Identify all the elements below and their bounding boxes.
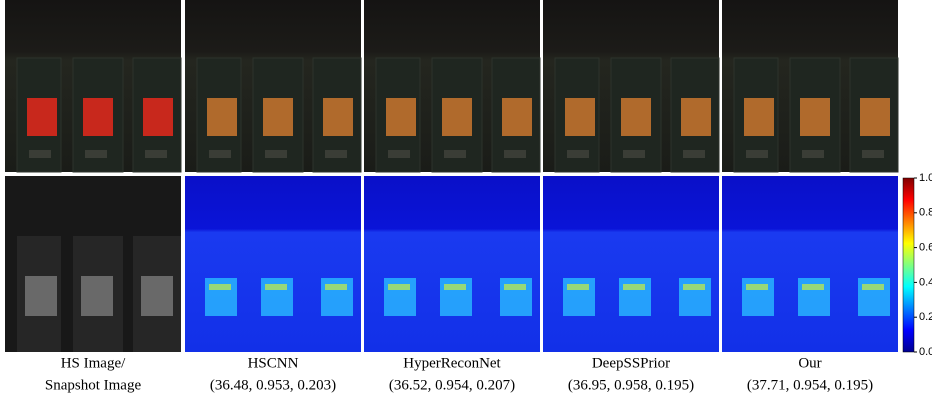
error-hot <box>802 284 824 290</box>
book-text <box>325 150 347 158</box>
book-label <box>141 276 173 316</box>
panel-label: DeepSSPrior <box>592 355 670 371</box>
book-label <box>81 276 113 316</box>
rgb-image <box>364 0 540 172</box>
colorbar-tick-label: 1.0 <box>919 172 932 184</box>
error-hot <box>504 284 526 290</box>
book-label <box>621 98 651 136</box>
error-hot <box>746 284 768 290</box>
snapshot-image <box>5 176 181 352</box>
error-map <box>543 176 719 352</box>
figure-canvas: HS Image/Snapshot Image HSCNN (36.48, 0.95… <box>0 0 932 402</box>
panel-label: HyperReconNet <box>403 355 501 371</box>
colorbar-tick-label: 0.6 <box>919 242 932 254</box>
error-patch <box>321 278 353 316</box>
book-text <box>444 150 466 158</box>
book-label <box>143 98 173 136</box>
panel-sublabel: (36.52, 0.954, 0.207) <box>389 377 515 393</box>
book-label <box>263 98 293 136</box>
error-map <box>722 176 898 352</box>
book-label <box>83 98 113 136</box>
book-label <box>800 98 830 136</box>
book-text <box>567 150 589 158</box>
book-text <box>504 150 526 158</box>
rgb-image <box>722 0 898 172</box>
error-hot <box>265 284 287 290</box>
panel-sublabel: (37.71, 0.954, 0.195) <box>747 377 873 393</box>
book-text <box>209 150 231 158</box>
error-hot <box>325 284 347 290</box>
panel-sublabel: (36.95, 0.958, 0.195) <box>568 377 694 393</box>
book-label <box>860 98 890 136</box>
book-text <box>746 150 768 158</box>
colorbar-tick-label: 0.8 <box>919 207 932 219</box>
colorbar-tick-label: 0.0 <box>919 346 932 358</box>
error-map <box>185 176 361 352</box>
book-text <box>29 150 51 158</box>
image-bg <box>543 176 719 352</box>
book-label <box>207 98 237 136</box>
error-hot <box>209 284 231 290</box>
colorbar-tick-label: 0.2 <box>919 311 932 323</box>
error-hot <box>623 284 645 290</box>
error-hot <box>862 284 884 290</box>
book-text <box>802 150 824 158</box>
book-label <box>502 98 532 136</box>
book-label <box>323 98 353 136</box>
book-label <box>27 98 57 136</box>
colorbar <box>903 178 914 352</box>
book-text <box>85 150 107 158</box>
book-text <box>265 150 287 158</box>
book-text <box>623 150 645 158</box>
panel-label: HS Image/ <box>61 355 126 371</box>
error-patch <box>619 278 651 316</box>
image-bg <box>185 176 361 352</box>
error-patch <box>563 278 595 316</box>
error-patch <box>440 278 472 316</box>
image-bg <box>722 176 898 352</box>
rgb-image <box>543 0 719 172</box>
book-label <box>565 98 595 136</box>
book-label <box>386 98 416 136</box>
rgb-image <box>5 0 181 172</box>
error-patch <box>798 278 830 316</box>
error-hot <box>444 284 466 290</box>
rgb-image <box>185 0 361 172</box>
colorbar-tick-label: 0.4 <box>919 276 932 288</box>
book-text <box>388 150 410 158</box>
book-text <box>145 150 167 158</box>
error-patch <box>858 278 890 316</box>
book-text <box>683 150 705 158</box>
book-label <box>744 98 774 136</box>
book-label <box>442 98 472 136</box>
error-hot <box>683 284 705 290</box>
error-patch <box>205 278 237 316</box>
error-patch <box>500 278 532 316</box>
figure: HS Image/Snapshot Image HSCNN (36.48, 0.95… <box>0 0 932 402</box>
error-hot <box>388 284 410 290</box>
panel-label: HSCNN <box>248 355 299 371</box>
error-map <box>364 176 540 352</box>
book-label <box>25 276 57 316</box>
error-patch <box>742 278 774 316</box>
error-patch <box>679 278 711 316</box>
image-bg <box>364 176 540 352</box>
error-patch <box>384 278 416 316</box>
panel-sublabel: (36.48, 0.953, 0.203) <box>210 377 336 393</box>
error-hot <box>567 284 589 290</box>
book-text <box>862 150 884 158</box>
error-patch <box>261 278 293 316</box>
panel-label: Our <box>798 355 821 371</box>
panel-sublabel: Snapshot Image <box>45 377 142 393</box>
book-label <box>681 98 711 136</box>
